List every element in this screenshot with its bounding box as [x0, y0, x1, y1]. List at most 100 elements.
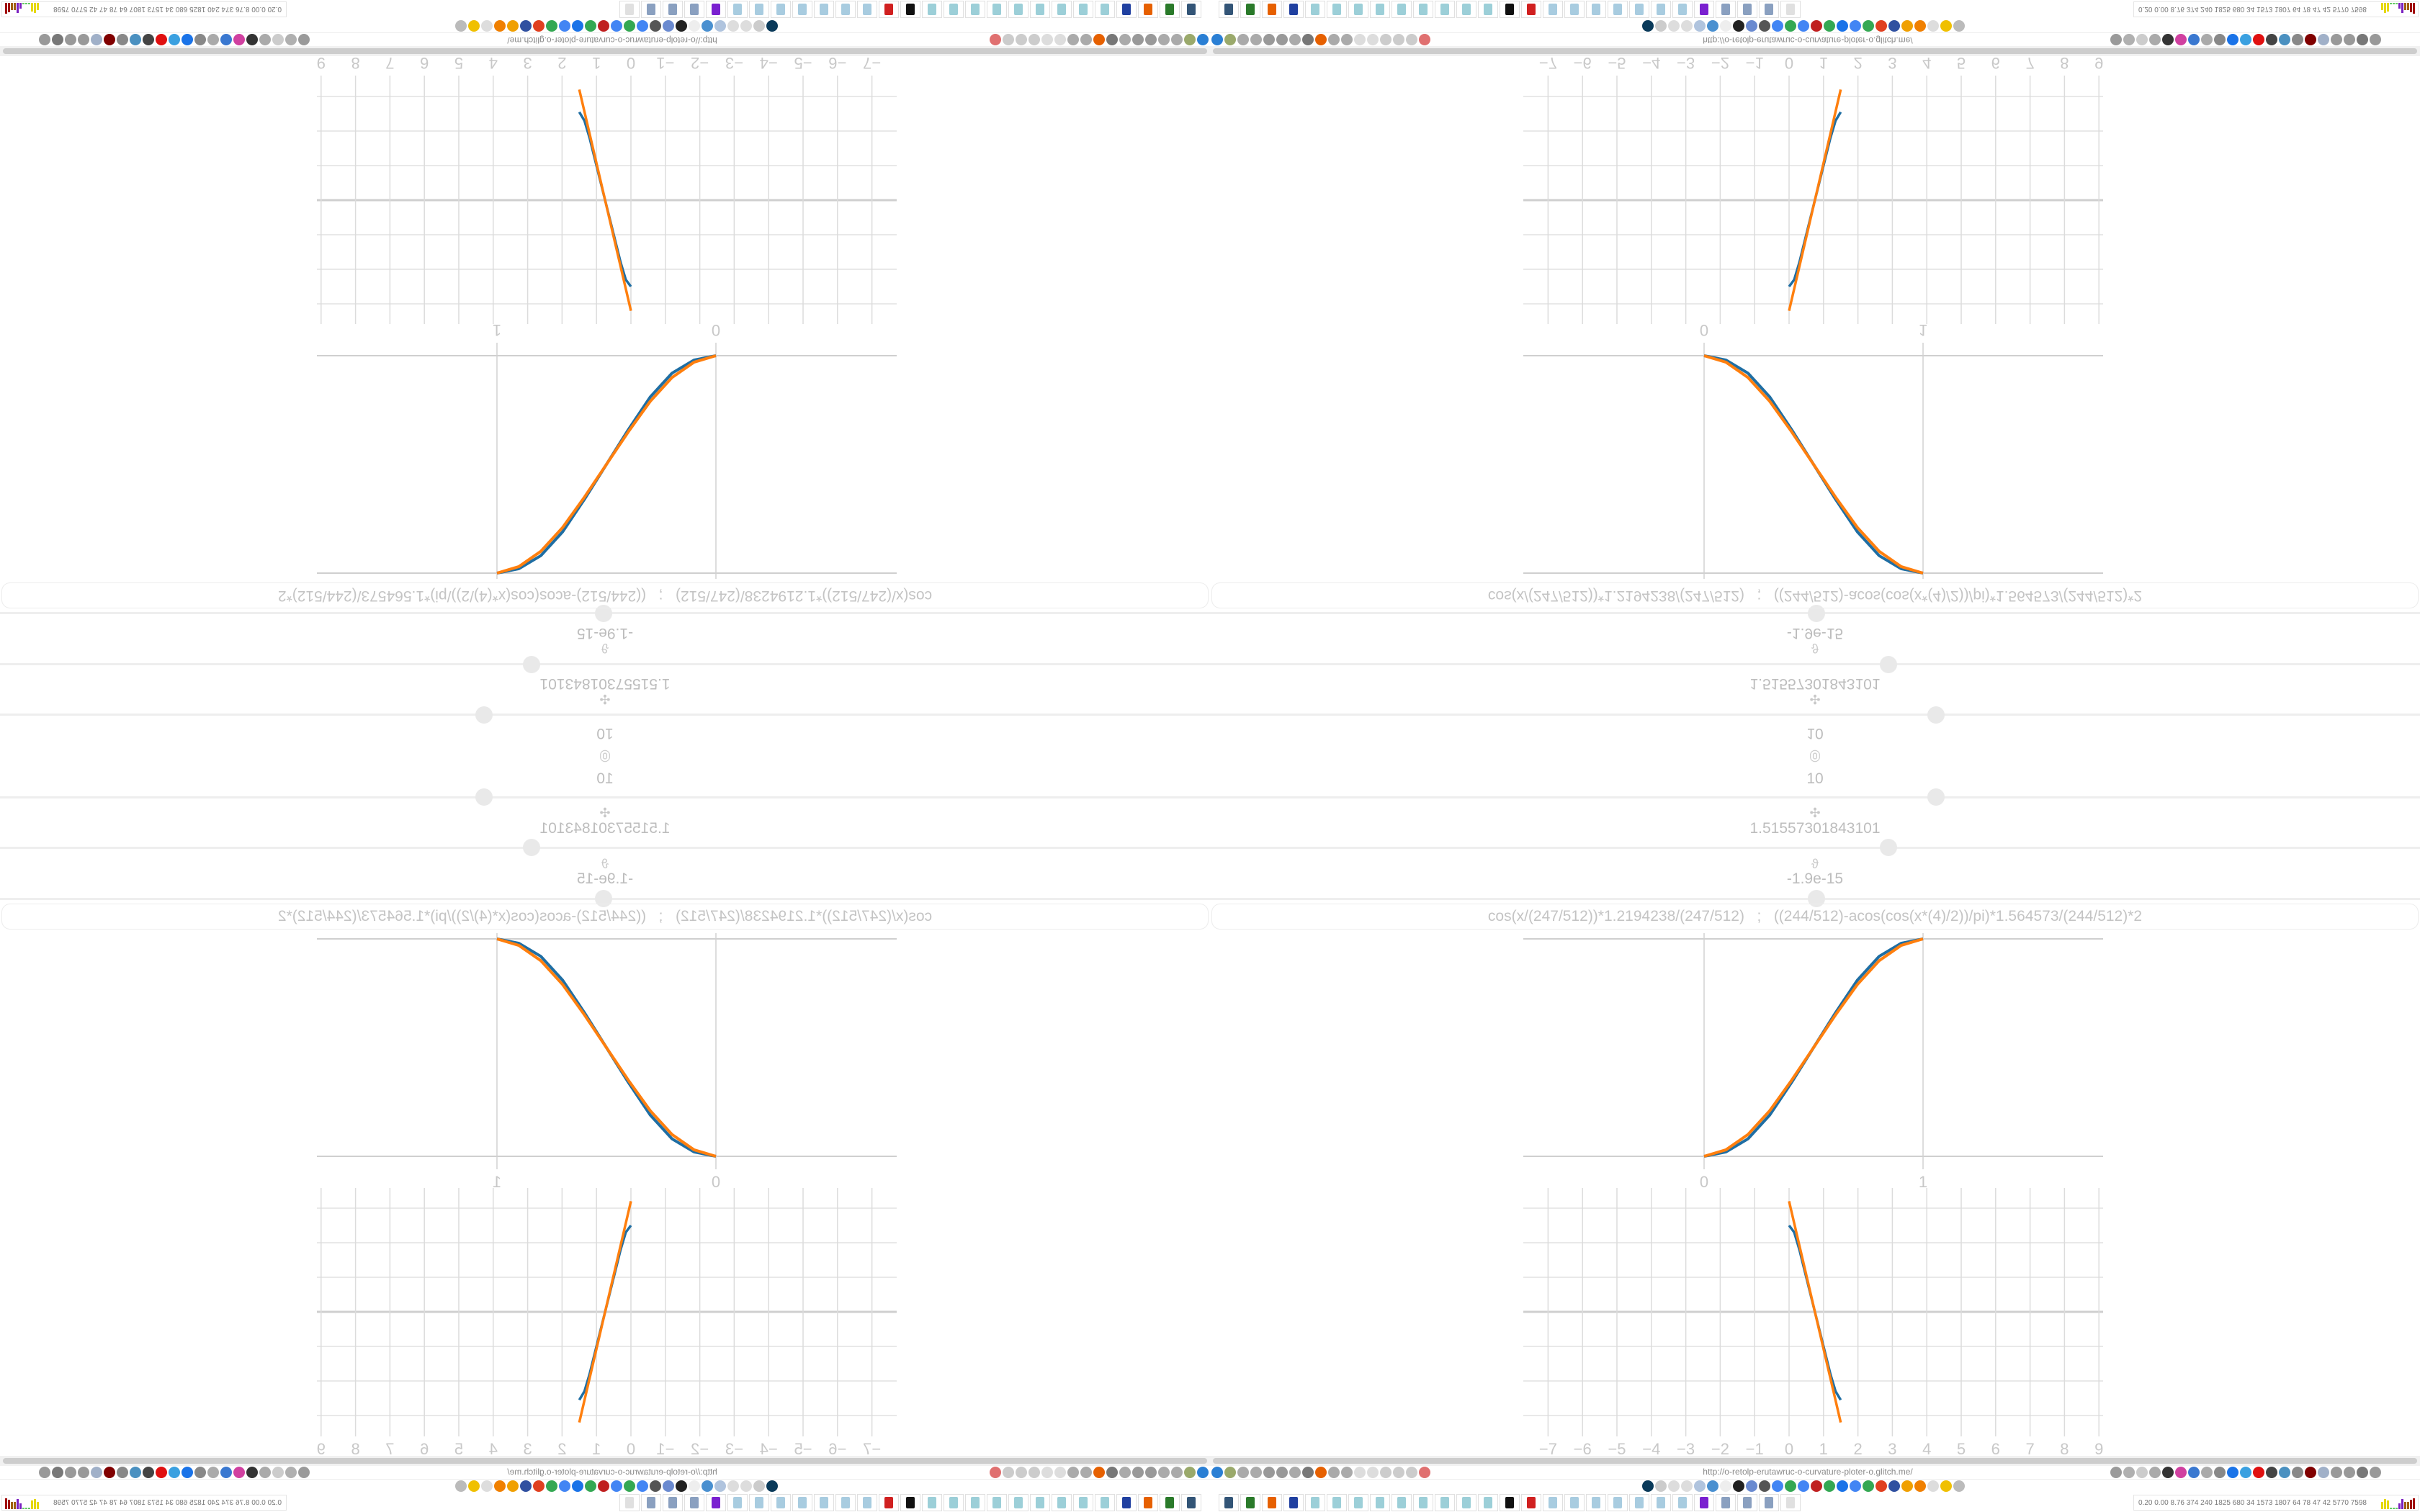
color-picker-icon[interactable]: [2175, 34, 2187, 45]
plus-icon[interactable]: [182, 34, 193, 45]
document-app-icon[interactable]: [1392, 1, 1412, 18]
document-app-icon[interactable]: [1348, 1494, 1368, 1511]
forward-icon[interactable]: [2136, 34, 2148, 45]
document-app-icon[interactable]: [1305, 1494, 1325, 1511]
shield-icon[interactable]: [1406, 34, 1417, 45]
refresh-icon[interactable]: [1263, 34, 1275, 45]
calculator-app-icon[interactable]: [814, 1, 834, 18]
firefox-icon[interactable]: [1093, 34, 1105, 45]
horizontal-scrollbar[interactable]: [0, 46, 1210, 56]
url-bar[interactable]: http://o-retolp-erutawruc-o-curvature-pl…: [507, 1467, 717, 1477]
gear-icon[interactable]: [39, 34, 50, 45]
forward-icon[interactable]: [2136, 1467, 2148, 1478]
hourglass-icon[interactable]: [455, 1480, 467, 1492]
folder-icon[interactable]: [1380, 1467, 1392, 1478]
gear-icon[interactable]: [194, 34, 206, 45]
firefox-app-icon[interactable]: [1138, 1494, 1158, 1511]
save-app-icon[interactable]: [1283, 1, 1304, 18]
chat-app-icon[interactable]: [706, 1494, 726, 1511]
bookmark-icon[interactable]: [1746, 20, 1757, 32]
record-icon[interactable]: [156, 1467, 167, 1478]
bookmark-icon[interactable]: [1759, 20, 1770, 32]
bookmark-icon[interactable]: [533, 20, 544, 32]
globe-icon[interactable]: [1171, 34, 1183, 45]
google-icon[interactable]: [1824, 20, 1835, 32]
wikipedia-icon[interactable]: [689, 20, 700, 32]
document-app-icon[interactable]: [1392, 1494, 1412, 1511]
calculator-app-icon[interactable]: [727, 1, 748, 18]
no-script-icon[interactable]: [990, 1467, 1001, 1478]
reload-icon[interactable]: [2149, 1467, 2161, 1478]
bookmark-icon[interactable]: [1746, 1480, 1757, 1492]
bookmark-icon[interactable]: [520, 20, 532, 32]
document-app-icon[interactable]: [1348, 1, 1368, 18]
bookmark-icon[interactable]: [766, 1480, 778, 1492]
bookmark-icon[interactable]: [1707, 1480, 1718, 1492]
trash-icon[interactable]: [2266, 1467, 2277, 1478]
extension-icon[interactable]: [1184, 34, 1196, 45]
bookmark-icon[interactable]: [650, 20, 661, 32]
files-app-icon[interactable]: [1759, 1, 1779, 18]
gear-icon[interactable]: [2370, 34, 2381, 45]
bookmark-icon[interactable]: [1772, 1480, 1783, 1492]
files-app-icon[interactable]: [641, 1, 661, 18]
calculator-app-icon[interactable]: [792, 1, 812, 18]
hourglass-icon[interactable]: [1953, 20, 1965, 32]
refresh-icon[interactable]: [1263, 1467, 1275, 1478]
document-app-icon[interactable]: [1305, 1, 1325, 18]
document-app-icon[interactable]: [1370, 1494, 1390, 1511]
puzzle-icon[interactable]: [65, 34, 76, 45]
hourglass-icon[interactable]: [455, 20, 467, 32]
back-icon[interactable]: [1016, 34, 1027, 45]
document-app-icon[interactable]: [1456, 1494, 1476, 1511]
document-app-icon[interactable]: [1478, 1494, 1498, 1511]
google-icon[interactable]: [611, 20, 622, 32]
files-app-icon[interactable]: [1759, 1494, 1779, 1511]
gear-icon[interactable]: [1328, 1467, 1340, 1478]
document-app-icon[interactable]: [1073, 1, 1093, 18]
bookmark-icon[interactable]: [1901, 1480, 1913, 1492]
bookmark-icon[interactable]: [598, 1480, 609, 1492]
files-app-icon[interactable]: [641, 1494, 661, 1511]
pen-icon[interactable]: [1302, 1467, 1314, 1478]
cc-icon[interactable]: [740, 1480, 752, 1492]
google-icon[interactable]: [546, 1480, 557, 1492]
files-app-icon[interactable]: [1737, 1, 1757, 18]
refresh-icon[interactable]: [1145, 34, 1157, 45]
puzzle-icon[interactable]: [65, 1467, 76, 1478]
firefox-app-icon[interactable]: [1262, 1494, 1282, 1511]
app-icon[interactable]: [1521, 1, 1541, 18]
document-app-icon[interactable]: [1435, 1494, 1455, 1511]
bookmark-icon[interactable]: [1655, 20, 1667, 32]
shield-icon[interactable]: [91, 34, 102, 45]
dot-icon[interactable]: [1354, 34, 1366, 45]
calculator-app-icon[interactable]: [1629, 1, 1649, 18]
document-app-icon[interactable]: [922, 1494, 942, 1511]
bookmark-icon[interactable]: [572, 1480, 583, 1492]
bookmark-icon[interactable]: [1694, 20, 1706, 32]
gear-icon[interactable]: [194, 1467, 206, 1478]
extension-icon[interactable]: [1184, 1467, 1196, 1478]
calculator-app-icon[interactable]: [1586, 1494, 1606, 1511]
mouse-icon[interactable]: [2201, 1467, 2213, 1478]
document-app-icon[interactable]: [1370, 1, 1390, 18]
app-icon[interactable]: [1521, 1494, 1541, 1511]
google-icon[interactable]: [1824, 1480, 1835, 1492]
bookmark-icon[interactable]: [1642, 20, 1654, 32]
forward-icon[interactable]: [272, 34, 284, 45]
bookmark-icon[interactable]: [468, 1480, 480, 1492]
globe-icon[interactable]: [2279, 1467, 2290, 1478]
app-icon[interactable]: [1780, 1494, 1801, 1511]
files-app-icon[interactable]: [1737, 1494, 1757, 1511]
no-script-icon[interactable]: [990, 34, 1001, 45]
bookmark-icon[interactable]: [520, 1480, 532, 1492]
bookmark-icon[interactable]: [1733, 20, 1744, 32]
download-icon[interactable]: [246, 34, 258, 45]
refresh-icon[interactable]: [1132, 34, 1144, 45]
translate-icon[interactable]: [2188, 34, 2200, 45]
document-app-icon[interactable]: [1008, 1, 1028, 18]
inkscape-app-icon[interactable]: [1500, 1494, 1520, 1511]
extension-icon[interactable]: [1224, 34, 1236, 45]
google-icon[interactable]: [1863, 1480, 1874, 1492]
bookmark-icon[interactable]: [650, 1480, 661, 1492]
